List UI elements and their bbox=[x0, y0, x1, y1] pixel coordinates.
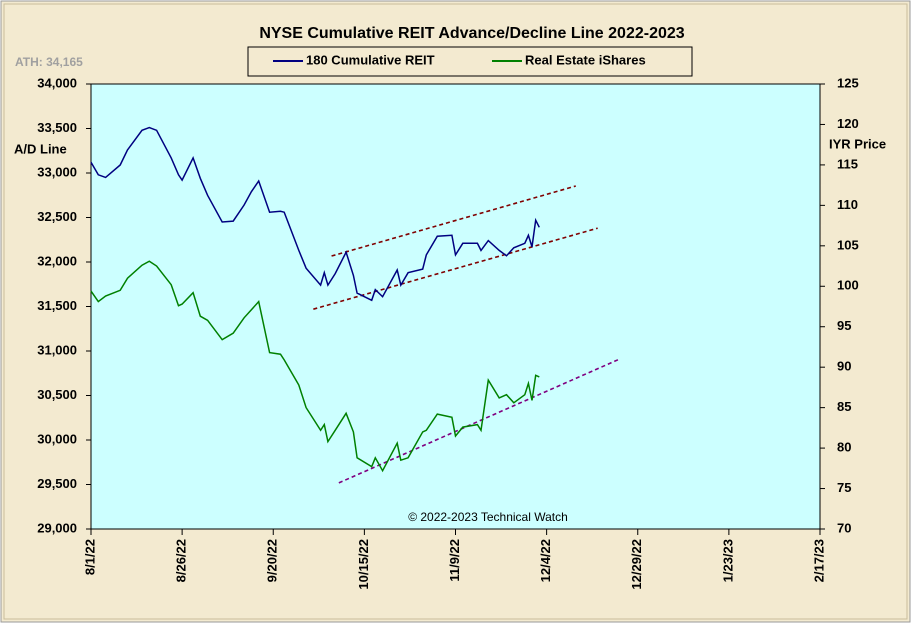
y-tick-label: 32,500 bbox=[37, 209, 77, 224]
x-tick-label: 10/15/22 bbox=[356, 539, 371, 590]
frame bbox=[3, 3, 908, 620]
y2-tick-label: 115 bbox=[837, 156, 858, 171]
legend-label: Real Estate iShares bbox=[525, 52, 646, 67]
y2-tick-label: 105 bbox=[837, 237, 859, 252]
y2-tick-label: 100 bbox=[837, 278, 859, 293]
legend-label: 180 Cumulative REIT bbox=[306, 52, 435, 67]
y-tick-label: 29,000 bbox=[37, 520, 77, 535]
x-tick-label: 1/23/23 bbox=[720, 539, 735, 582]
x-tick-label: 2/17/23 bbox=[811, 539, 826, 582]
y-tick-label: 33,000 bbox=[37, 164, 77, 179]
y-tick-label: 34,000 bbox=[37, 75, 77, 90]
plot-area bbox=[90, 83, 821, 530]
y-tick-label: 30,000 bbox=[37, 431, 77, 446]
y2-tick-label: 80 bbox=[837, 440, 851, 455]
y2-tick-label: 125 bbox=[837, 75, 859, 90]
x-tick-label: 12/4/22 bbox=[538, 539, 553, 582]
y2-tick-label: 75 bbox=[837, 480, 851, 495]
series-line bbox=[90, 126, 540, 302]
y-tick-label: 31,000 bbox=[37, 342, 77, 357]
copyright: © 2022-2023 Technical Watch bbox=[408, 510, 568, 524]
trend-line bbox=[338, 358, 620, 484]
x-tick-label: 11/9/22 bbox=[447, 539, 462, 582]
y2-tick-label: 120 bbox=[837, 116, 859, 131]
legend: 180 Cumulative REIT Real Estate iShares bbox=[247, 46, 693, 77]
series-line bbox=[90, 260, 540, 473]
x-tick-label: 9/20/22 bbox=[265, 539, 280, 582]
x-tick-label: 12/29/22 bbox=[629, 539, 644, 590]
y2-tick-label: 70 bbox=[837, 520, 851, 535]
y-tick-label: 29,500 bbox=[37, 476, 77, 491]
y2-tick-label: 95 bbox=[837, 318, 851, 333]
y2-axis-title: IYR Price bbox=[829, 136, 886, 151]
x-tick-label: 8/26/22 bbox=[174, 539, 189, 582]
y-axis-title: A/D Line bbox=[14, 141, 67, 156]
y2-tick-label: 90 bbox=[837, 359, 851, 374]
legend-box bbox=[247, 46, 693, 77]
y2-tick-label: 85 bbox=[837, 399, 851, 414]
y-tick-label: 30,500 bbox=[37, 387, 77, 402]
y-tick-label: 32,000 bbox=[37, 253, 77, 268]
y2-tick-label: 110 bbox=[837, 197, 858, 212]
x-tick-label: 8/1/22 bbox=[82, 539, 97, 575]
chart-title: NYSE Cumulative REIT Advance/Decline Lin… bbox=[259, 25, 684, 42]
y-tick-label: 33,500 bbox=[37, 120, 77, 135]
trend-line bbox=[331, 185, 577, 257]
y-tick-label: 31,500 bbox=[37, 298, 77, 313]
annotation: ATH: 34,165 bbox=[15, 55, 83, 69]
